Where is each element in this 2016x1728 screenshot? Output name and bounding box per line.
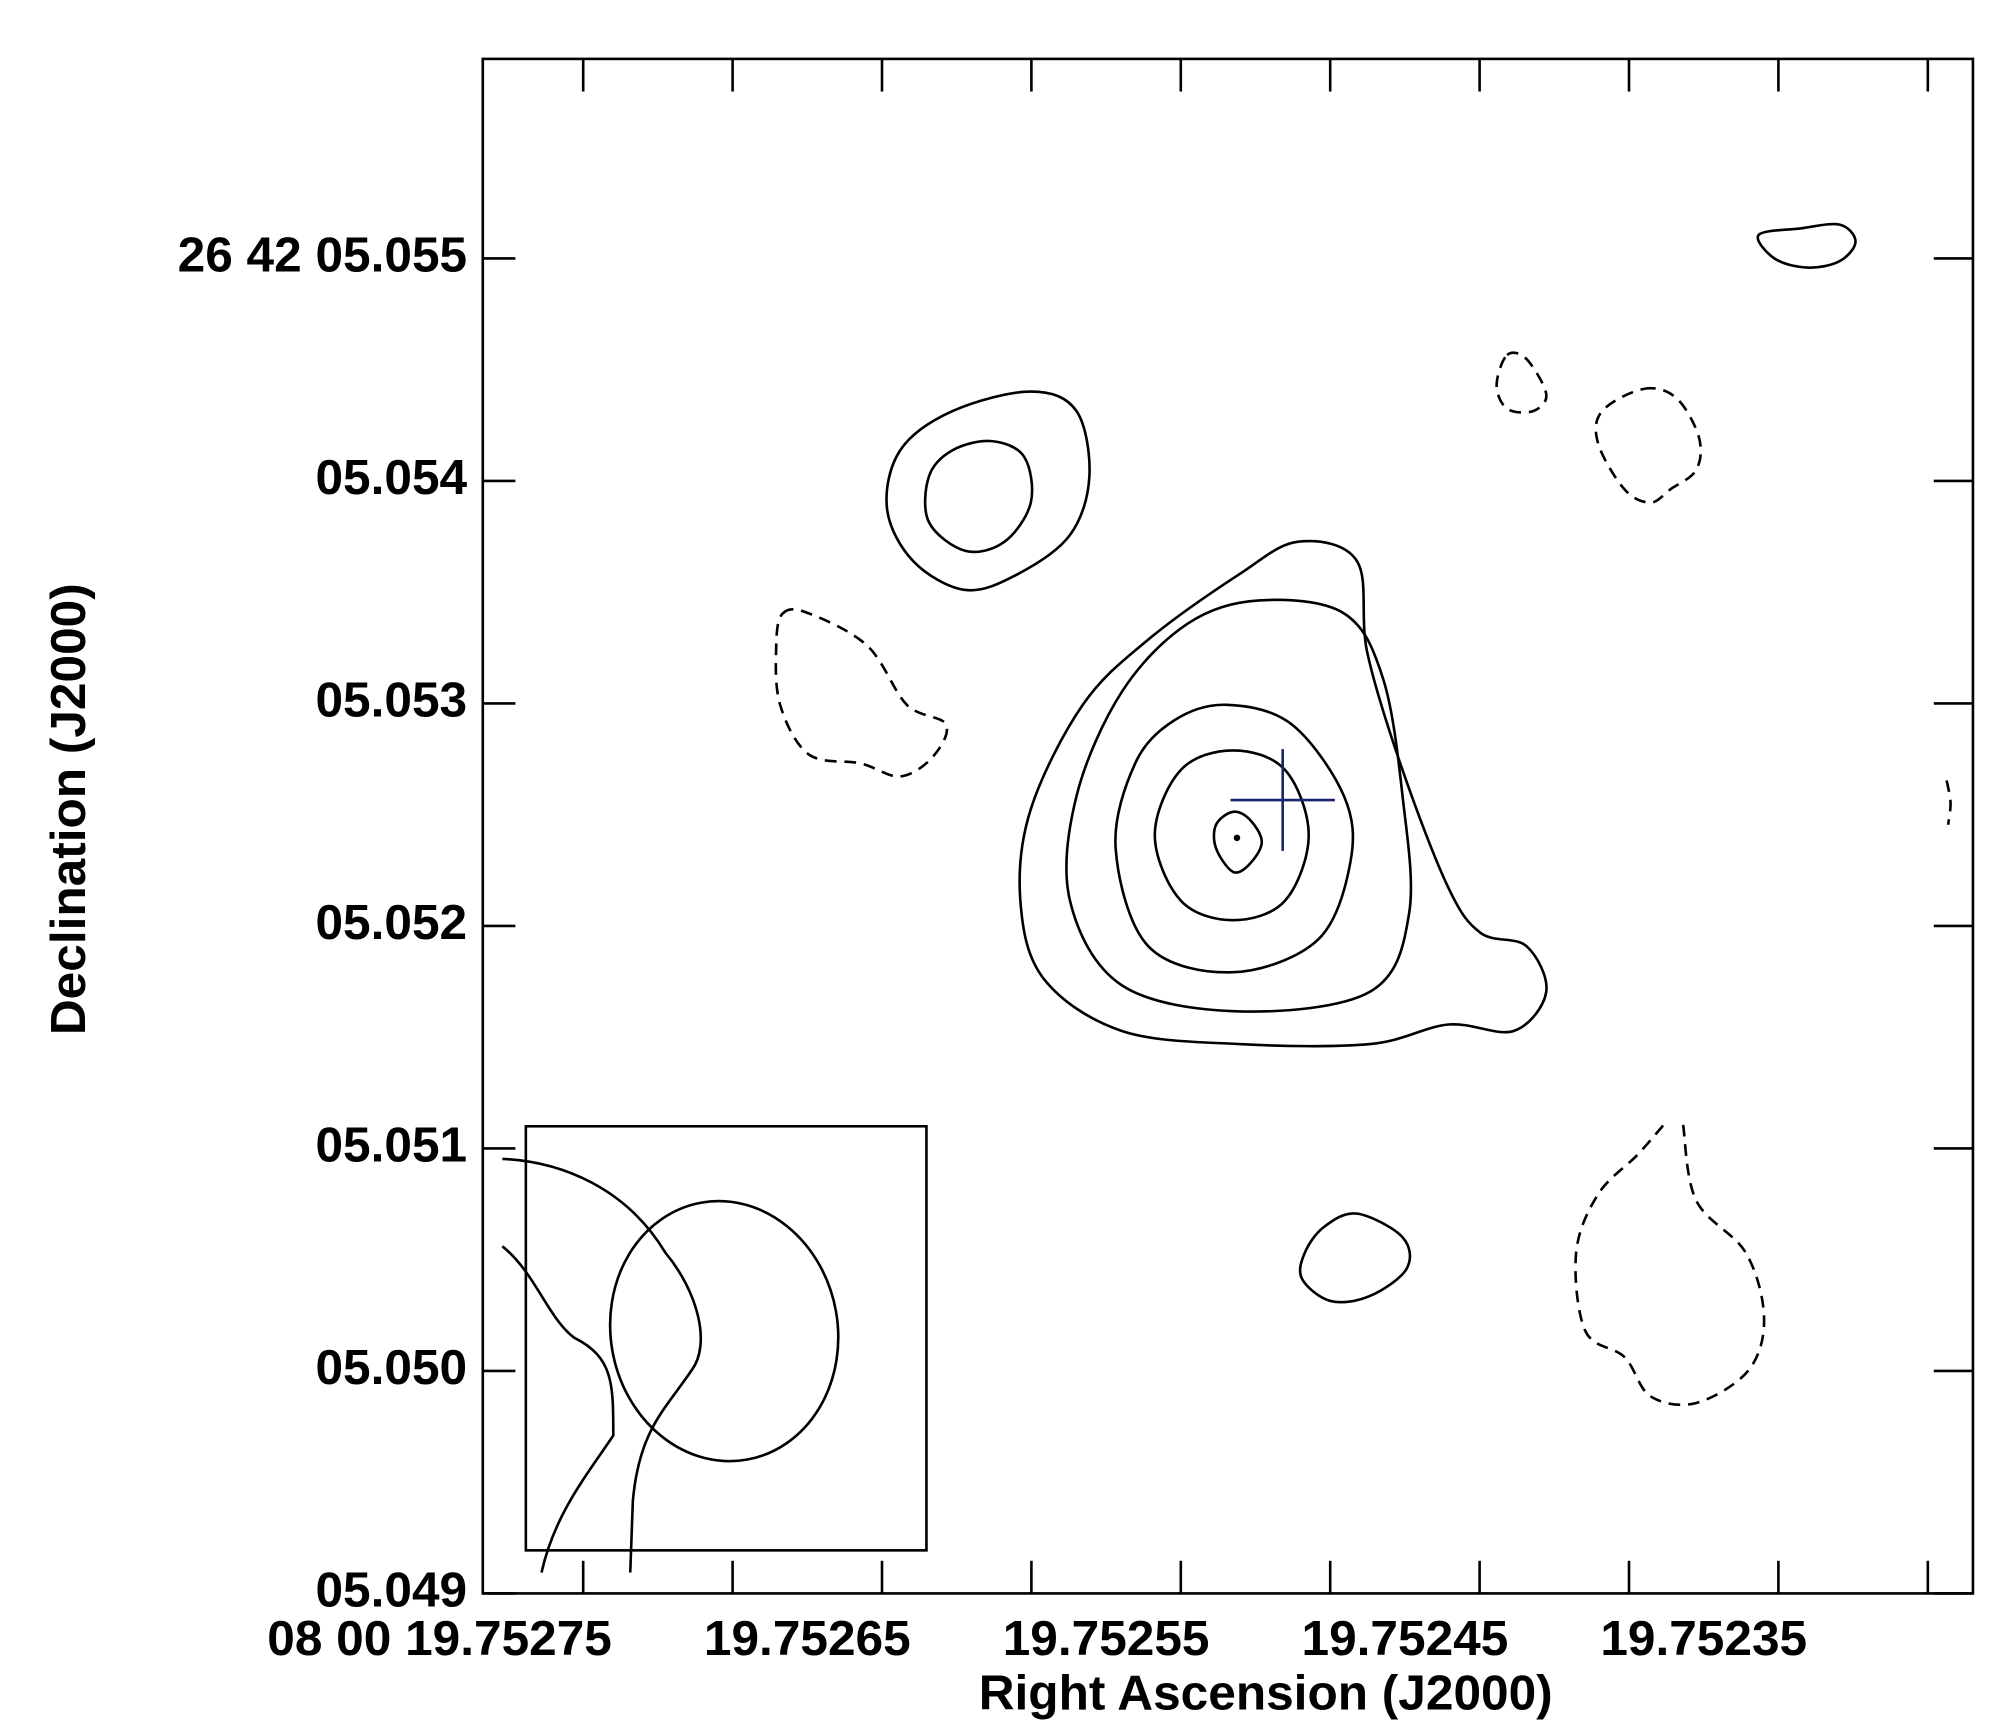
contour-line [1114, 703, 1355, 974]
inset-curve [502, 1157, 703, 1573]
y-tick-label: 05.052 [315, 894, 467, 950]
contour-line [774, 607, 949, 778]
position-marker [1230, 749, 1335, 851]
contour-line [885, 390, 1091, 592]
y-tick-label: 05.049 [315, 1562, 467, 1618]
y-tick-label: 05.054 [315, 449, 467, 505]
contour-line [1018, 539, 1548, 1048]
x-tick-label: 08 00 19.75275 [267, 1610, 612, 1666]
x-axis-title: Right Ascension (J2000) [979, 1665, 1553, 1721]
contour-line [1945, 780, 1952, 825]
contour-line [1298, 1212, 1412, 1304]
contour-line [1065, 598, 1413, 1013]
x-tick-label: 19.75255 [1003, 1610, 1210, 1666]
contour-line [1574, 1123, 1766, 1407]
x-tick-label: 19.75235 [1600, 1610, 1807, 1666]
inset-frame [524, 1124, 928, 1552]
contour-line [1495, 351, 1548, 414]
peak-dot [1233, 834, 1241, 842]
plot-frame [481, 57, 1975, 1595]
x-tick-label: 19.75245 [1302, 1610, 1509, 1666]
x-tick-label: 19.75265 [704, 1610, 911, 1666]
contour-line [1594, 386, 1703, 504]
beam-ellipse [608, 1199, 840, 1463]
y-tick-label: 05.050 [315, 1339, 467, 1395]
inset-curve [501, 1245, 615, 1573]
y-tick-label: 26 42 05.055 [178, 227, 467, 283]
y-tick-label: 05.053 [315, 672, 467, 728]
contour-line [1756, 222, 1857, 269]
y-tick-label: 05.051 [315, 1117, 467, 1173]
y-axis-title: Declination (J2000) [40, 583, 96, 1035]
beam-inset [501, 1124, 928, 1573]
contour-line [923, 439, 1034, 554]
contour-line [1153, 749, 1310, 922]
contour-line [1212, 810, 1264, 874]
